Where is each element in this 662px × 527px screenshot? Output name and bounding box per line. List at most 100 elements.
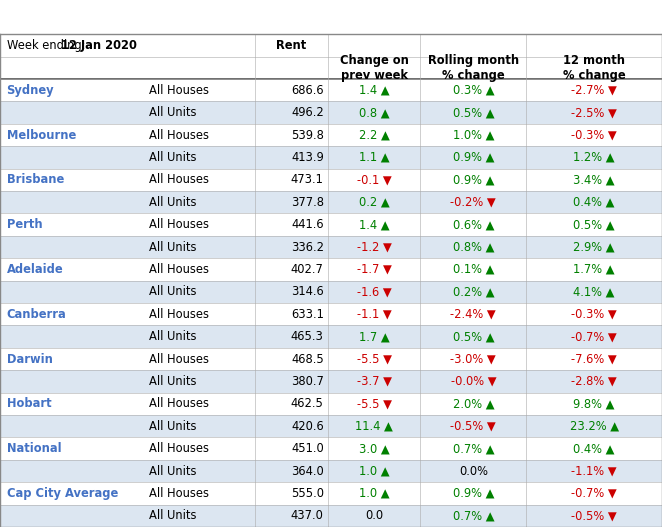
Bar xyxy=(0,236,662,258)
Text: All Units: All Units xyxy=(149,151,197,164)
Bar xyxy=(0,415,662,437)
Text: 11.4 ▲: 11.4 ▲ xyxy=(355,419,393,433)
Text: 1.7% ▲: 1.7% ▲ xyxy=(573,263,615,276)
Text: National: National xyxy=(7,442,62,455)
Text: 1.7 ▲: 1.7 ▲ xyxy=(359,330,389,343)
Bar xyxy=(0,348,662,370)
Text: Perth: Perth xyxy=(7,218,42,231)
Text: 0.9% ▲: 0.9% ▲ xyxy=(453,151,494,164)
Text: All Houses: All Houses xyxy=(149,173,209,187)
Bar xyxy=(0,169,662,191)
Text: -5.5 ▼: -5.5 ▼ xyxy=(357,353,391,366)
Bar xyxy=(0,79,662,101)
Text: -0.3% ▼: -0.3% ▼ xyxy=(571,129,617,142)
Text: 0.7% ▲: 0.7% ▲ xyxy=(453,442,494,455)
Text: 465.3: 465.3 xyxy=(291,330,324,343)
Text: -0.1 ▼: -0.1 ▼ xyxy=(357,173,391,187)
Text: -3.0% ▼: -3.0% ▼ xyxy=(450,353,496,366)
Bar xyxy=(0,102,662,124)
Text: 0.2 ▲: 0.2 ▲ xyxy=(359,196,389,209)
Text: -0.2% ▼: -0.2% ▼ xyxy=(450,196,496,209)
Text: 0.3% ▲: 0.3% ▲ xyxy=(453,84,494,97)
Bar xyxy=(0,258,662,280)
Text: 0.5% ▲: 0.5% ▲ xyxy=(573,218,615,231)
Text: 336.2: 336.2 xyxy=(291,240,324,253)
Text: 0.5% ▲: 0.5% ▲ xyxy=(453,330,494,343)
Text: Change on
prev week: Change on prev week xyxy=(340,54,408,82)
Text: Rent: Rent xyxy=(276,39,307,52)
Text: -0.7% ▼: -0.7% ▼ xyxy=(571,487,617,500)
Bar xyxy=(0,146,662,169)
Text: Canberra: Canberra xyxy=(7,308,66,321)
Text: -0.5% ▼: -0.5% ▼ xyxy=(450,419,496,433)
Text: All Houses: All Houses xyxy=(149,218,209,231)
Text: 380.7: 380.7 xyxy=(291,375,324,388)
Bar xyxy=(0,213,662,236)
Text: -0.7% ▼: -0.7% ▼ xyxy=(571,330,617,343)
Text: Rolling month
% change: Rolling month % change xyxy=(428,54,519,82)
Text: SQM Research Weekly Rents Index: SQM Research Weekly Rents Index xyxy=(8,8,349,26)
Text: -7.6% ▼: -7.6% ▼ xyxy=(571,353,617,366)
Bar xyxy=(0,191,662,213)
Text: 1.4 ▲: 1.4 ▲ xyxy=(359,218,389,231)
Text: All Houses: All Houses xyxy=(149,397,209,411)
Text: 0.8% ▲: 0.8% ▲ xyxy=(453,240,494,253)
Text: All Houses: All Houses xyxy=(149,353,209,366)
Text: All Units: All Units xyxy=(149,375,197,388)
Text: 12 month
% change: 12 month % change xyxy=(563,54,626,82)
Text: -1.1 ▼: -1.1 ▼ xyxy=(357,308,391,321)
Bar xyxy=(0,460,662,482)
Text: 0.9% ▲: 0.9% ▲ xyxy=(453,173,494,187)
Text: 2.0% ▲: 2.0% ▲ xyxy=(453,397,494,411)
Text: 413.9: 413.9 xyxy=(291,151,324,164)
Text: 437.0: 437.0 xyxy=(291,509,324,522)
Text: Week ending:: Week ending: xyxy=(7,39,89,52)
Text: 23.2% ▲: 23.2% ▲ xyxy=(569,419,619,433)
Text: 633.1: 633.1 xyxy=(291,308,324,321)
Text: All Units: All Units xyxy=(149,509,197,522)
Text: Brisbane: Brisbane xyxy=(7,173,64,187)
Text: 462.5: 462.5 xyxy=(291,397,324,411)
Text: 364.0: 364.0 xyxy=(291,464,324,477)
Text: All Units: All Units xyxy=(149,240,197,253)
Text: 451.0: 451.0 xyxy=(291,442,324,455)
Text: Hobart: Hobart xyxy=(7,397,51,411)
Bar xyxy=(0,57,662,79)
Text: All Houses: All Houses xyxy=(149,263,209,276)
Text: 0.4% ▲: 0.4% ▲ xyxy=(573,196,615,209)
Text: 0.7% ▲: 0.7% ▲ xyxy=(453,509,494,522)
Text: 0.1% ▲: 0.1% ▲ xyxy=(453,263,494,276)
Text: -0.3% ▼: -0.3% ▼ xyxy=(571,308,617,321)
Bar xyxy=(0,325,662,348)
Text: -2.7% ▼: -2.7% ▼ xyxy=(571,84,617,97)
Text: 2.9% ▲: 2.9% ▲ xyxy=(573,240,615,253)
Bar xyxy=(0,505,662,527)
Text: All Houses: All Houses xyxy=(149,84,209,97)
Text: -1.7 ▼: -1.7 ▼ xyxy=(357,263,391,276)
Text: 0.9% ▲: 0.9% ▲ xyxy=(453,487,494,500)
Text: -2.8% ▼: -2.8% ▼ xyxy=(571,375,617,388)
Text: All Units: All Units xyxy=(149,419,197,433)
Text: 3.0 ▲: 3.0 ▲ xyxy=(359,442,389,455)
Text: -0.5% ▼: -0.5% ▼ xyxy=(571,509,617,522)
Text: All Units: All Units xyxy=(149,464,197,477)
Text: All Units: All Units xyxy=(149,285,197,298)
Text: -1.6 ▼: -1.6 ▼ xyxy=(357,285,391,298)
Bar xyxy=(0,482,662,505)
Bar xyxy=(0,370,662,393)
Text: 3.4% ▲: 3.4% ▲ xyxy=(573,173,615,187)
Text: 555.0: 555.0 xyxy=(291,487,324,500)
Text: Melbourne: Melbourne xyxy=(7,129,76,142)
Text: -5.5 ▼: -5.5 ▼ xyxy=(357,397,391,411)
Text: 1.4 ▲: 1.4 ▲ xyxy=(359,84,389,97)
Text: 496.2: 496.2 xyxy=(291,106,324,119)
Text: All Houses: All Houses xyxy=(149,129,209,142)
Text: 0.6% ▲: 0.6% ▲ xyxy=(453,218,494,231)
Bar xyxy=(0,437,662,460)
Text: All Houses: All Houses xyxy=(149,487,209,500)
Text: -3.7 ▼: -3.7 ▼ xyxy=(357,375,391,388)
Text: 2.2 ▲: 2.2 ▲ xyxy=(359,129,389,142)
Text: Darwin: Darwin xyxy=(7,353,52,366)
Text: 473.1: 473.1 xyxy=(291,173,324,187)
Text: Cap City Average: Cap City Average xyxy=(7,487,118,500)
